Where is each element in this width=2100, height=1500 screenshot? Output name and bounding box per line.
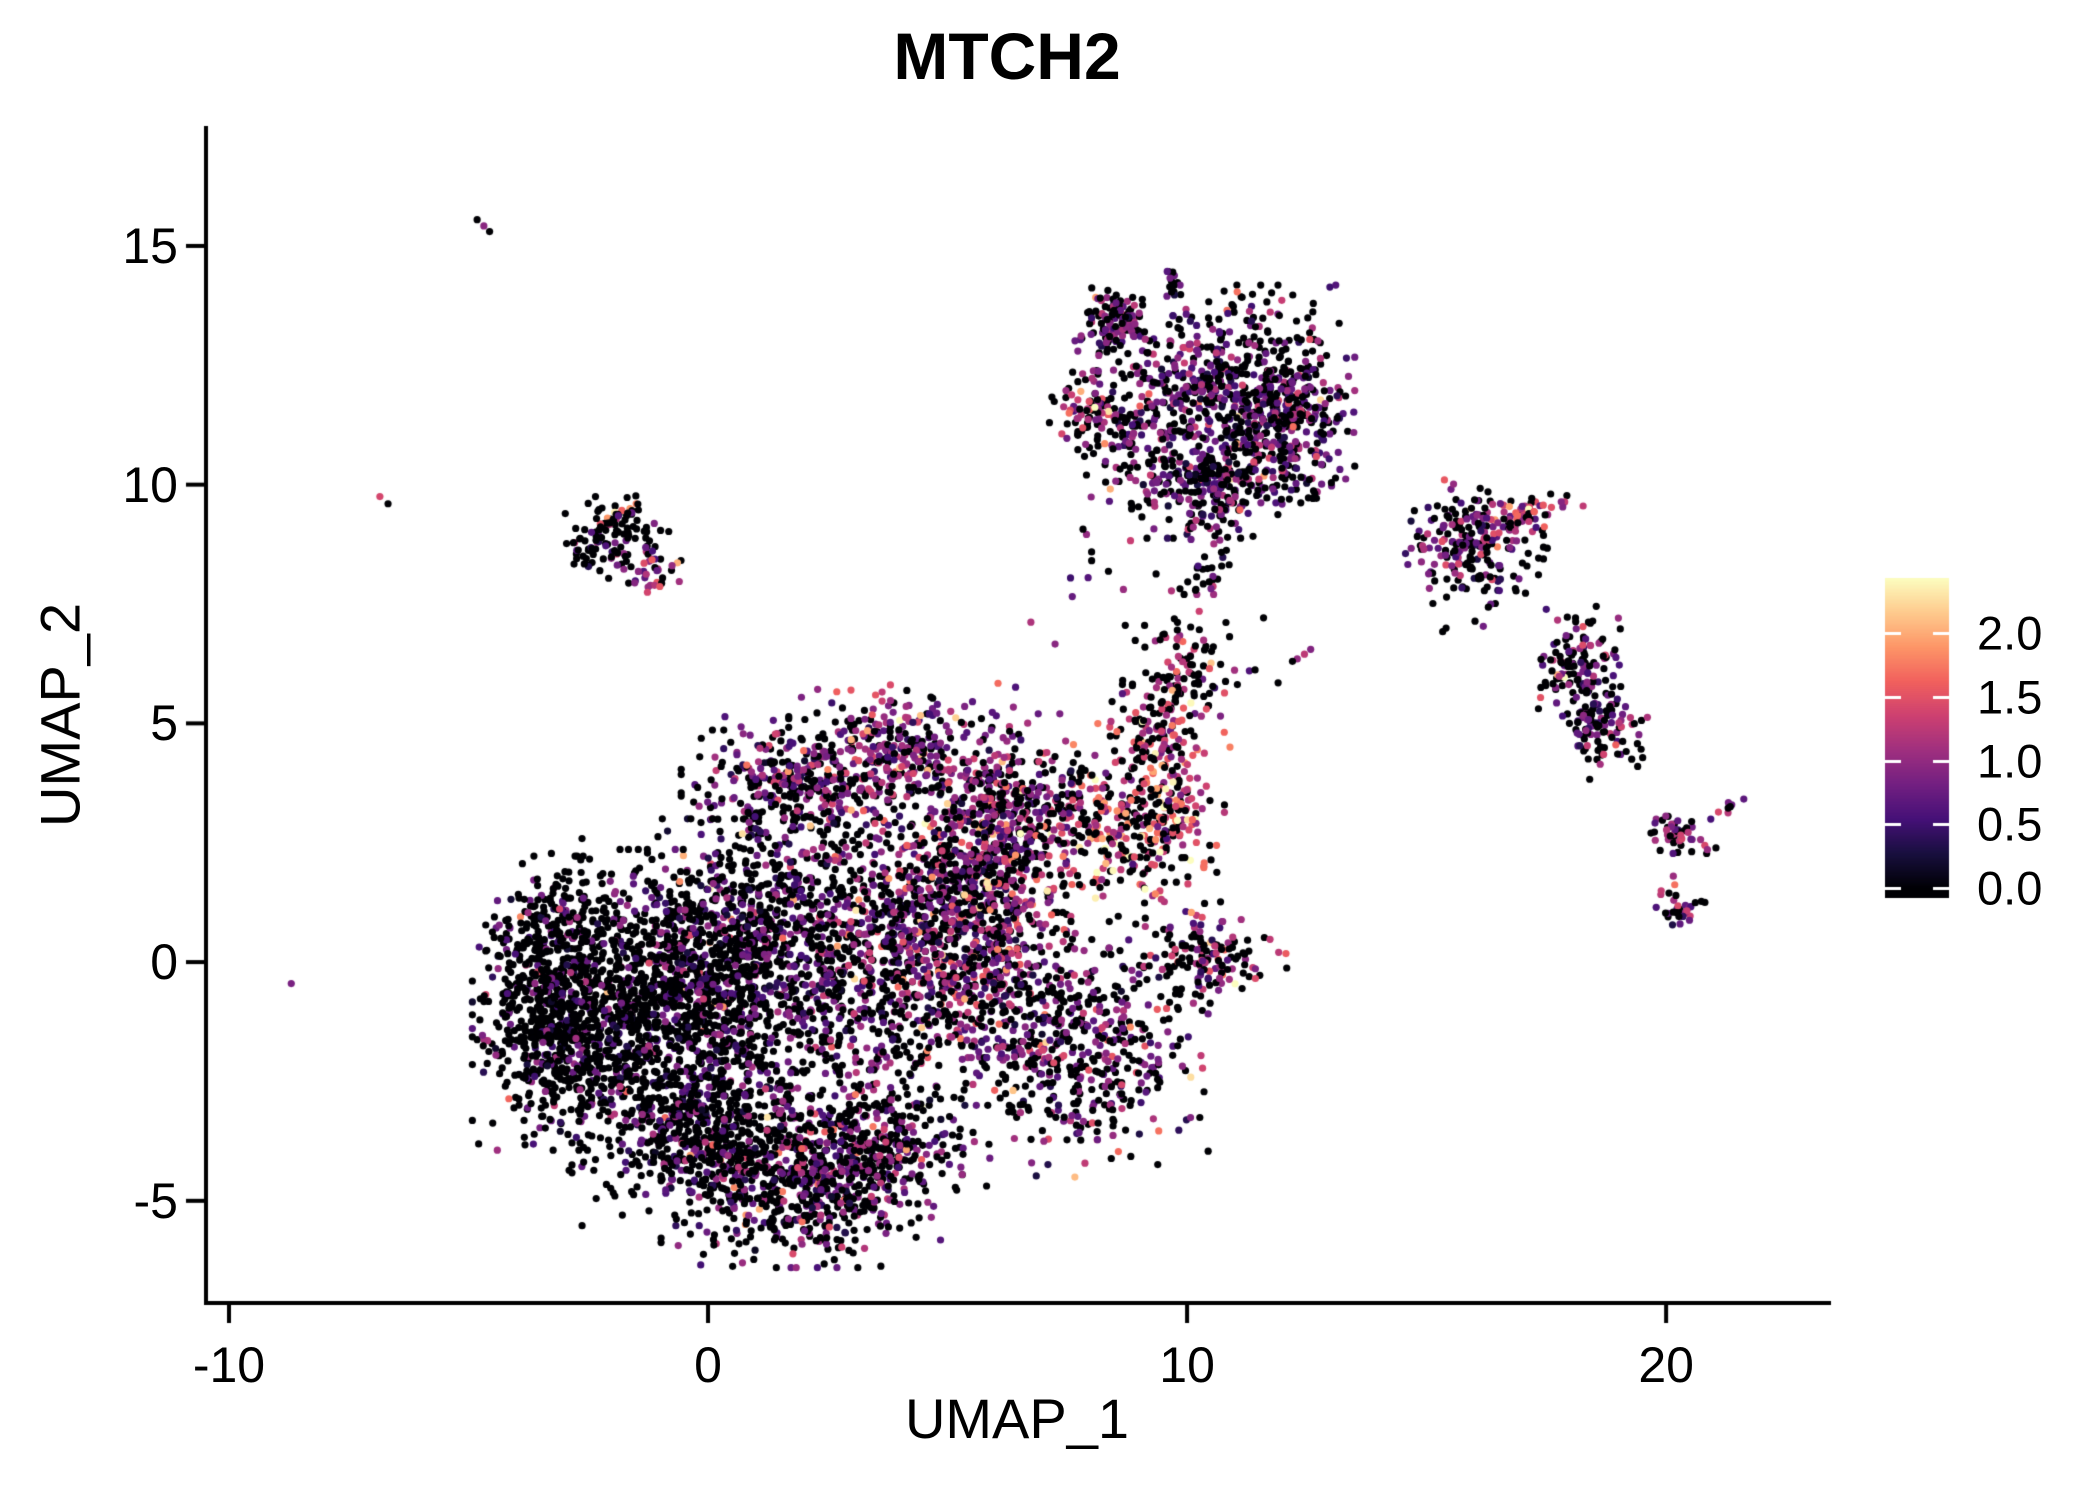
x-axis-label: UMAP_1 (904, 1387, 1130, 1450)
y-axis-label: UMAP_2 (28, 602, 92, 828)
x-tick-label--10: -10 (192, 1337, 266, 1393)
colorbar-tick-label-0.5: 0.5 (1977, 797, 2043, 851)
x-tick-label-20: 20 (1638, 1337, 1694, 1393)
colorbar-tick-label-2.0: 2.0 (1977, 606, 2043, 660)
colorbar-tick-label-1.5: 1.5 (1977, 670, 2043, 724)
colorbar-tick-label-1.0: 1.0 (1977, 734, 2043, 787)
x-tick-label-0: 0 (694, 1337, 722, 1393)
colorbar-tick-label-0.0: 0.0 (1977, 861, 2043, 915)
y-tick-label-10: 10 (122, 456, 178, 513)
y-tick-label--5: -5 (133, 1172, 178, 1229)
chart-title: MTCH2 (893, 19, 1121, 93)
y-tick-label-15: 15 (122, 217, 178, 274)
y-tick-label-5: 5 (150, 695, 178, 752)
x-tick-label-10: 10 (1159, 1337, 1215, 1393)
y-tick-label-0: 0 (150, 934, 178, 991)
